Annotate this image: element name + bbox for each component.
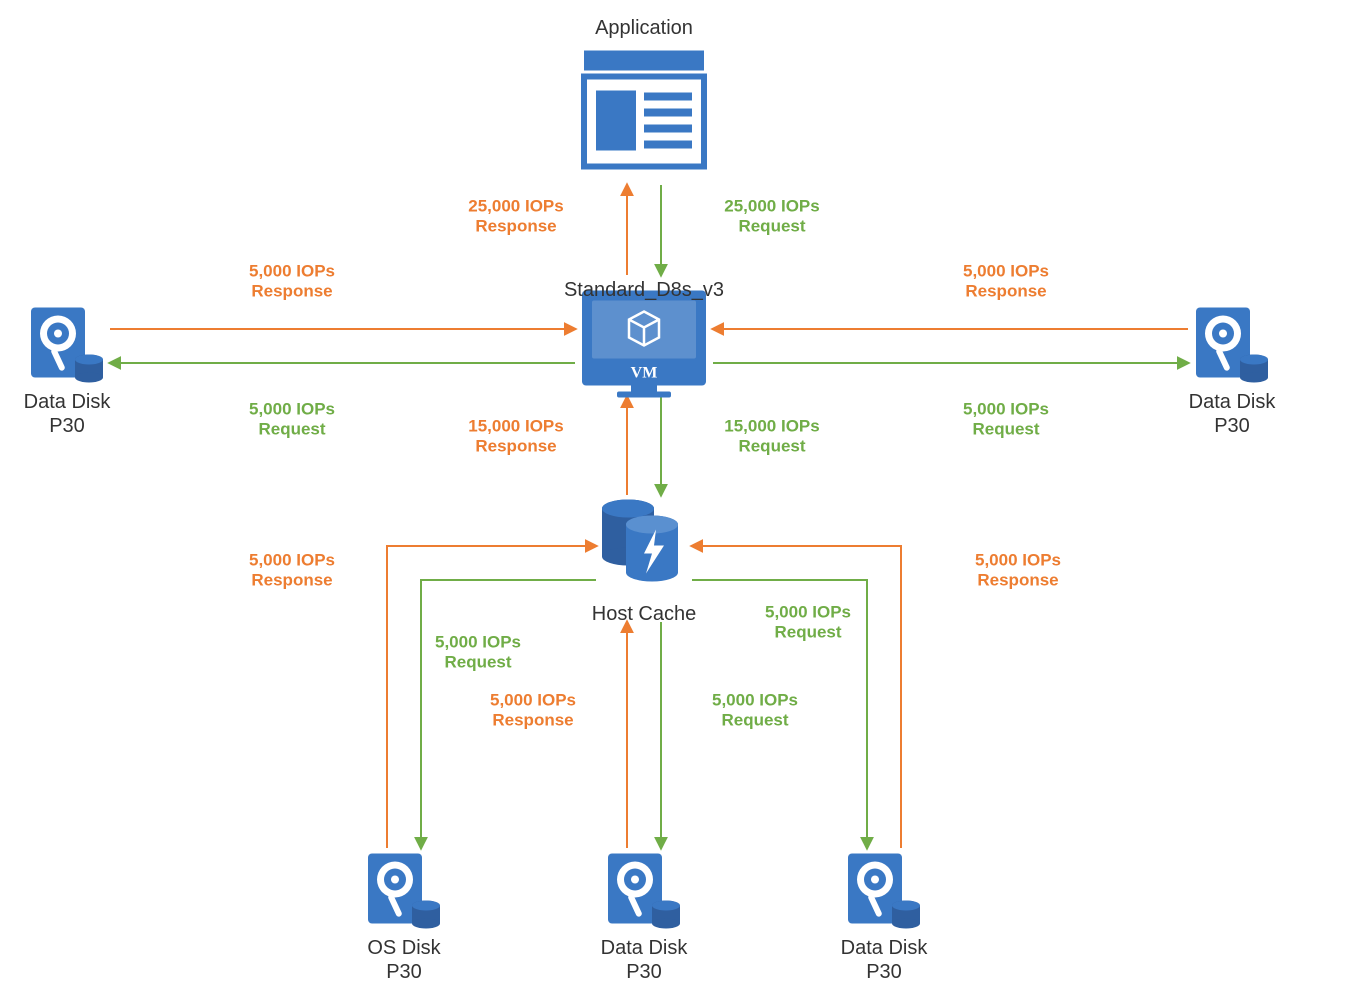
vm-icon: VM <box>579 288 709 403</box>
disk-icon <box>844 850 924 935</box>
vm-sublabel: VM <box>631 365 658 382</box>
edge-label: 25,000 IOPs Request <box>724 196 819 235</box>
host-cache-label: Host Cache <box>592 602 697 626</box>
edge-label: 5,000 IOPs Request <box>249 399 335 438</box>
edge-label: 5,000 IOPs Response <box>249 550 335 589</box>
disk-os-label: OS Disk P30 <box>367 936 440 984</box>
cache-icon <box>594 494 694 599</box>
application-icon <box>574 43 714 188</box>
edge-label: 5,000 IOPs Response <box>249 261 335 300</box>
edge-label: 15,000 IOPs Request <box>724 416 819 455</box>
edge-label: 15,000 IOPs Response <box>468 416 563 455</box>
edge-label: 5,000 IOPs Response <box>975 550 1061 589</box>
vm-label: Standard_D8s_v3 <box>564 278 724 302</box>
disk-bottom-right-label: Data Disk P30 <box>841 936 928 984</box>
disk-icon <box>364 850 444 935</box>
edge-label: 5,000 IOPs Response <box>490 690 576 729</box>
edge-label: 5,000 IOPs Request <box>765 602 851 641</box>
edge-label: 5,000 IOPs Request <box>435 632 521 671</box>
edge-label: 5,000 IOPs Request <box>963 399 1049 438</box>
application-label: Application <box>595 16 693 40</box>
disk-bottom-mid-label: Data Disk P30 <box>601 936 688 984</box>
disk-icon <box>604 850 684 935</box>
disk-left-label: Data Disk P30 <box>24 390 111 438</box>
edge-label: 25,000 IOPs Response <box>468 196 563 235</box>
disk-icon <box>27 304 107 389</box>
edge-label: 5,000 IOPs Request <box>712 690 798 729</box>
disk-right-label: Data Disk P30 <box>1189 390 1276 438</box>
edge-label: 5,000 IOPs Response <box>963 261 1049 300</box>
disk-icon <box>1192 304 1272 389</box>
